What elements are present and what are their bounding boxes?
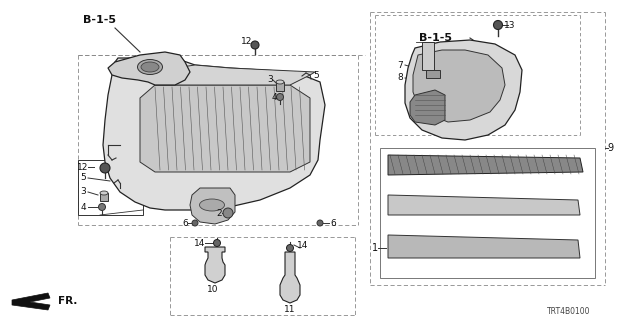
Text: 10: 10 [207, 285, 219, 294]
Circle shape [317, 220, 323, 226]
Text: B-1-5: B-1-5 [419, 33, 451, 43]
Bar [380, 148, 595, 278]
Text: 14: 14 [298, 241, 308, 250]
Circle shape [251, 41, 259, 49]
Text: 12: 12 [241, 37, 253, 46]
Text: 11: 11 [284, 306, 296, 315]
Text: FR.: FR. [58, 296, 77, 306]
Text: 4: 4 [271, 92, 277, 101]
Text: 6: 6 [182, 219, 188, 228]
Polygon shape [388, 155, 583, 175]
Text: 12: 12 [77, 163, 89, 172]
Polygon shape [410, 90, 445, 125]
Circle shape [276, 93, 284, 100]
Text: 2: 2 [216, 209, 222, 218]
Bar [78, 160, 143, 215]
Polygon shape [108, 52, 190, 85]
Polygon shape [12, 293, 50, 310]
Text: TRT4B0100: TRT4B0100 [547, 308, 590, 316]
Polygon shape [413, 50, 505, 122]
Ellipse shape [100, 191, 108, 195]
Text: 14: 14 [195, 238, 205, 247]
Text: 1: 1 [372, 243, 378, 253]
Text: 9: 9 [607, 143, 613, 153]
Polygon shape [103, 58, 325, 210]
Circle shape [99, 204, 106, 211]
Text: 13: 13 [504, 20, 516, 29]
Ellipse shape [200, 199, 225, 211]
Text: 5: 5 [313, 71, 319, 81]
Circle shape [287, 244, 294, 252]
Bar [100, 193, 108, 201]
Bar [276, 82, 284, 91]
Text: 8: 8 [397, 74, 403, 83]
Polygon shape [140, 85, 310, 172]
Bar [426, 70, 440, 78]
Bar [422, 42, 434, 70]
Circle shape [493, 20, 502, 29]
Polygon shape [388, 195, 580, 215]
Polygon shape [190, 188, 235, 224]
Polygon shape [405, 40, 522, 140]
Text: B-1-5: B-1-5 [83, 15, 116, 25]
Polygon shape [280, 252, 300, 303]
Ellipse shape [141, 62, 159, 72]
Text: 7: 7 [397, 60, 403, 69]
Circle shape [223, 208, 233, 218]
Text: 6: 6 [330, 219, 336, 228]
Polygon shape [388, 235, 580, 258]
Circle shape [100, 163, 110, 173]
Text: 4: 4 [80, 203, 86, 212]
Text: 3: 3 [80, 188, 86, 196]
Circle shape [214, 239, 221, 246]
Ellipse shape [138, 60, 163, 75]
Polygon shape [205, 247, 225, 283]
Text: 3: 3 [267, 76, 273, 84]
Text: 5: 5 [80, 173, 86, 182]
Circle shape [192, 220, 198, 226]
Polygon shape [155, 65, 315, 85]
Ellipse shape [276, 80, 284, 84]
